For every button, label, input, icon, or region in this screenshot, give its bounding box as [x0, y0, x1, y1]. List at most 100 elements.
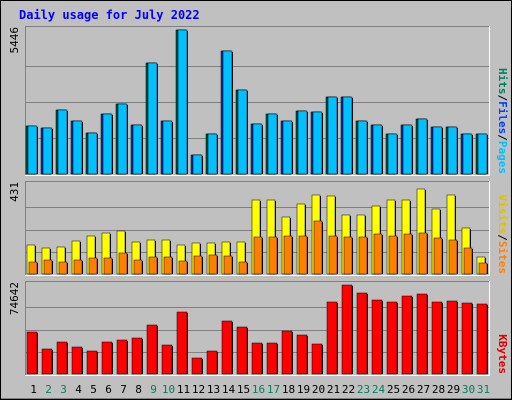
bar-sites-day-9: [148, 256, 158, 275]
bar-pages-day-22: [342, 96, 353, 175]
bar-sites-day-3: [58, 261, 68, 275]
bar-pages-day-16: [252, 123, 263, 175]
day-label: 15: [237, 383, 250, 396]
bar-sites-day-17: [268, 236, 278, 275]
bar-kbytes-day-16: [251, 342, 263, 375]
day-axis-labels: 1 2 3 4 5 6 7 8 9 10 11 12 13 14 15 16 17 18 19 20 21 22 23 24 2…: [30, 383, 490, 396]
bar-kbytes-day-30: [461, 302, 473, 375]
bar-sites-day-4: [73, 259, 83, 275]
bar-sites-day-28: [433, 237, 443, 275]
bar-pages-day-11: [177, 29, 188, 175]
bar-sites-day-29: [448, 239, 458, 275]
bar-sites-day-11: [178, 260, 188, 275]
bar-sites-day-8: [133, 259, 143, 275]
bar-pages-day-2: [42, 127, 53, 175]
day-label: 31: [477, 383, 490, 396]
bar-sites-day-20: [313, 220, 323, 275]
day-label: 17: [267, 383, 280, 396]
bar-kbytes-day-8: [131, 337, 143, 375]
day-label: 7: [120, 383, 127, 396]
bar-pages-day-31: [477, 133, 488, 175]
bar-kbytes-day-14: [221, 320, 233, 375]
bar-kbytes-day-27: [416, 293, 428, 375]
bar-kbytes-day-25: [386, 301, 398, 375]
bar-pages-day-3: [57, 109, 68, 175]
bar-pages-day-13: [207, 133, 218, 175]
bar-pages-day-6: [102, 113, 113, 175]
bar-sites-day-30: [463, 247, 473, 275]
bar-sites-day-10: [163, 256, 173, 275]
axis-max-label: 5446: [8, 27, 21, 54]
bar-pages-day-17: [267, 113, 278, 175]
bar-pages-day-19: [297, 110, 308, 175]
bar-pages-day-21: [327, 96, 338, 175]
legend-entry: Pages: [496, 141, 509, 174]
bar-pages-day-1: [27, 125, 38, 175]
bar-sites-day-1: [28, 261, 38, 275]
bar-kbytes-day-28: [431, 301, 443, 375]
bar-sites-day-31: [478, 262, 488, 275]
bar-kbytes-day-1: [26, 331, 38, 375]
bar-kbytes-day-7: [116, 339, 128, 375]
bar-sites-day-5: [88, 257, 98, 275]
bar-pages-day-5: [87, 132, 98, 175]
day-label: 22: [342, 383, 355, 396]
bar-sites-day-25: [388, 235, 398, 275]
bar-sites-day-26: [403, 233, 413, 275]
day-label: 10: [162, 383, 175, 396]
bar-sites-day-15: [238, 261, 248, 275]
bar-kbytes-day-20: [311, 343, 323, 375]
legend-entry: KBytes: [496, 334, 509, 374]
day-label: 12: [192, 383, 205, 396]
bar-sites-day-24: [373, 233, 383, 275]
bar-pages-day-27: [417, 118, 428, 175]
bar-pages-day-12: [192, 154, 203, 175]
day-label: 14: [222, 383, 236, 396]
bar-sites-day-12: [193, 255, 203, 275]
bar-pages-day-28: [432, 126, 443, 175]
day-label: 16: [252, 383, 265, 396]
day-label: 18: [282, 383, 295, 396]
day-label: 8: [135, 383, 142, 396]
bar-sites-day-6: [103, 257, 113, 275]
bar-kbytes-day-2: [41, 348, 53, 375]
bar-pages-day-29: [447, 126, 458, 175]
kbytes-panel: 74642 KBytes: [8, 281, 509, 376]
day-label: 4: [75, 383, 82, 396]
bar-kbytes-day-31: [476, 303, 488, 375]
day-label: 11: [177, 383, 190, 396]
day-label: 23: [357, 383, 370, 396]
bar-sites-day-14: [223, 255, 233, 275]
bar-kbytes-day-9: [146, 324, 158, 375]
bar-kbytes-day-19: [296, 334, 308, 375]
day-label: 29: [447, 383, 460, 396]
bar-kbytes-day-10: [161, 344, 173, 375]
day-label: 2: [45, 383, 52, 396]
day-label: 19: [297, 383, 310, 396]
bar-pages-day-26: [402, 124, 413, 175]
legend-separator: /: [496, 234, 509, 241]
day-label: 28: [432, 383, 445, 396]
day-label: 25: [387, 383, 400, 396]
bar-kbytes-day-5: [86, 350, 98, 375]
bar-pages-day-23: [357, 120, 368, 175]
legend-entry: Visits: [496, 195, 509, 235]
bar-kbytes-day-18: [281, 330, 293, 375]
legend: KBytes: [496, 334, 509, 374]
bar-pages-day-15: [237, 89, 248, 175]
legend-separator: /: [496, 134, 509, 141]
bar-sites-day-27: [418, 232, 428, 275]
bar-pages-day-30: [462, 133, 473, 175]
bar-pages-day-4: [72, 120, 83, 175]
chart-panels: 5446Hits/Files/Pages431Visits/Sites74642…: [8, 26, 509, 376]
legend-entry: Files: [496, 101, 509, 134]
day-label: 6: [105, 383, 112, 396]
bar-kbytes-day-15: [236, 326, 248, 375]
bar-kbytes-day-4: [71, 346, 83, 375]
bar-kbytes-day-23: [356, 292, 368, 375]
bar-pages-day-10: [162, 120, 173, 175]
day-label: 13: [207, 383, 220, 396]
day-label: 1: [30, 383, 37, 396]
day-label: 21: [327, 383, 340, 396]
bar-pages-day-14: [222, 50, 233, 175]
